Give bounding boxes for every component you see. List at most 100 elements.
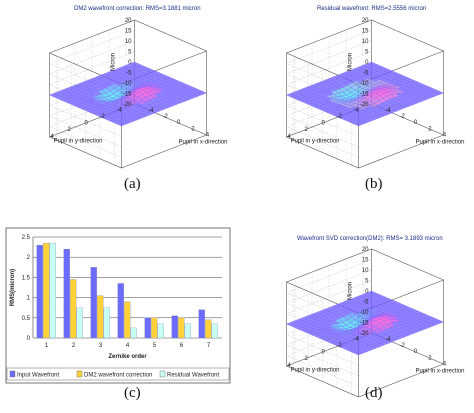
bar-dm2-wavefront-correction-5 [151,317,158,339]
y-tick-label: 4 [287,134,291,140]
wavefront-surface [286,290,444,356]
y-tick-label: -2 [336,343,342,349]
z-tick-label: 10 [125,39,132,45]
y-tick-label: 0 [321,121,325,127]
x-tick-label: 5 [153,343,157,349]
bar-dm2-wavefront-correction-4 [124,301,131,339]
panel-b: 20 15 10 5 0 -5 -10 -15 -20 4 2 0 -2 -4 -4 -2 0 2 4 Micron P… [237,0,474,205]
y-tick-label: 1.5 [22,275,31,281]
z-tick-label: -5 [126,71,132,77]
z-tick-label: -5 [363,300,369,306]
x-tick-label: 0 [414,349,418,355]
x-tick-label: -2 [163,114,169,120]
z-tick-label: 5 [365,279,369,285]
legend-swatch [9,370,16,378]
panel-d: 20 15 10 5 0 -5 -10 -15 -20 4 2 0 -2 -4 -4 -2 0 2 4 Micron P… [237,207,474,413]
x-tick-label: 4 [443,133,447,139]
y-tick-label: 0 [27,336,31,342]
x-tick-label: 0 [414,120,418,126]
y-tick-label: 0 [321,350,325,356]
x-tick-label: 2 [428,355,432,361]
x-tick-label: 0 [177,120,181,126]
y-tick-label: -2 [336,114,342,120]
legend-swatch [76,370,83,378]
z-tick-label: 20 [125,18,132,24]
x-tick-label: 4 [126,343,130,349]
panel-caption: (d) [365,385,383,401]
y-tick-label: -4 [116,107,122,113]
z-tick-label: 0 [365,289,369,295]
bar-input-wavefront-1 [36,244,43,339]
y-tick-label: 2 [67,127,71,133]
x-tick-label: 4 [206,133,210,139]
panel-c: 0 0.5 1 1.5 2 2.5 1 2 3 4 5 6 7 RMS(micron) Zernike or… [0,207,237,413]
x-axis-label: Pupil in x-direction [416,140,465,146]
z-tick-label: -15 [123,92,132,98]
bar-dm2-wavefront-correction-2 [70,279,77,339]
z-axis-label: Micron [348,282,354,300]
x-axis-label: Zernike order [108,354,147,360]
legend-label: Input Wavefront [17,373,59,379]
z-tick-label: -10 [123,81,132,87]
panel-a: 20 15 10 5 0 -5 -10 -15 -20 4 2 0 -2 -4 -4 -2 0 2 4 Micron P… [0,0,237,205]
z-tick-label: 0 [365,60,369,66]
legend-box [6,367,230,381]
x-tick-label: 2 [428,126,432,132]
bar-input-wavefront-2 [63,248,70,339]
z-tick-label: -20 [123,102,132,108]
x-axis-label: Pupil in x-direction [416,369,465,375]
z-tick-label: 20 [362,247,369,253]
bar-dm2-wavefront-correction-6 [178,317,185,339]
x-tick-label: 6 [180,343,184,349]
plot-title: Residual wavefront: RMS=2.5556 micron [317,6,427,12]
legend-label: DM2 wavefront correction [84,373,152,379]
z-tick-label: -15 [360,92,369,98]
z-tick-label: 5 [128,50,132,56]
x-tick-label: -4 [385,337,391,343]
plot-title: DM2 wavefront correction: RMS=3.1881 mic… [74,6,201,12]
z-tick-label: 15 [362,258,369,264]
bar-residual-wavefront-7 [211,323,218,339]
bar-residual-wavefront-1 [49,242,56,339]
x-tick-label: 2 [191,126,195,132]
y-tick-label: 2 [304,356,308,362]
bar-residual-wavefront-3 [103,307,110,339]
panel-caption: (c) [124,385,141,401]
x-tick-label: -2 [400,343,406,349]
bar-residual-wavefront-2 [76,307,83,339]
panel-caption: (b) [365,176,383,192]
z-tick-label: -5 [363,71,369,77]
bar-residual-wavefront-5 [157,323,164,339]
y-tick-label: 2 [27,255,31,261]
wavefront-surface [49,61,207,127]
z-tick-label: -10 [360,81,369,87]
surface-facet [435,320,444,324]
z-tick-label: 10 [362,268,369,274]
y-tick-label: -4 [353,336,359,342]
legend-swatch [159,370,166,378]
x-tick-label: 2 [72,343,76,349]
z-tick-label: -10 [360,310,369,316]
bar-input-wavefront-7 [198,309,205,339]
bar-input-wavefront-3 [90,267,97,339]
x-tick-label: 4 [443,362,447,368]
bar-residual-wavefront-4 [130,327,137,339]
y-tick-label: 4 [287,363,291,369]
z-tick-label: 0 [128,60,132,66]
y-tick-label: 0.5 [22,316,31,322]
bar-residual-wavefront-6 [184,323,191,339]
z-axis-label: Micron [111,53,117,71]
y-axis-label: Pupil in y-direction [290,368,339,374]
x-tick-label: -4 [148,108,154,114]
surface-facet [435,91,444,95]
z-tick-label: -15 [360,321,369,327]
z-tick-label: 15 [125,29,132,35]
z-tick-label: 10 [362,39,369,45]
x-tick-label: 7 [207,343,211,349]
y-tick-label: -2 [99,114,105,120]
bar-input-wavefront-5 [144,317,151,339]
y-tick-label: 1 [27,296,31,302]
